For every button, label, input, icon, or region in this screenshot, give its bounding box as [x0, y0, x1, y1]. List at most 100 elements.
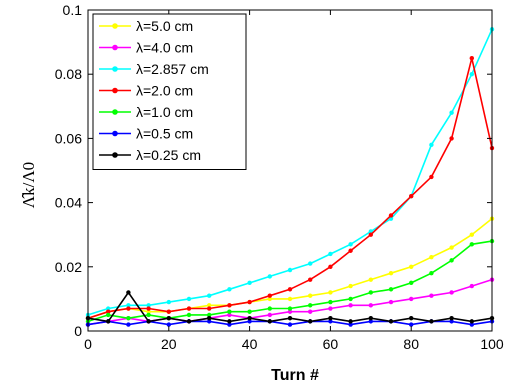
y-tick-label: 0.04: [55, 195, 82, 211]
data-point: [328, 299, 333, 305]
data-point: [388, 271, 394, 276]
data-point: [126, 322, 131, 327]
series-4: [85, 238, 495, 324]
data-point: [207, 319, 212, 324]
data-point: [207, 312, 212, 318]
data-point: [368, 319, 373, 324]
data-point: [166, 309, 171, 314]
legend-label: λ=0.5 cm: [136, 126, 193, 142]
x-tick-label: 60: [323, 336, 339, 352]
plot-marks: [85, 27, 495, 327]
legend-label: λ=2.857 cm: [136, 61, 209, 77]
data-point: [429, 293, 434, 298]
data-point: [429, 254, 434, 260]
data-point: [348, 296, 353, 302]
data-point: [409, 193, 414, 199]
data-point: [227, 319, 232, 324]
data-point: [247, 299, 252, 305]
data-point: [166, 322, 171, 327]
data-point: [328, 264, 333, 269]
data-point: [308, 293, 313, 298]
legend-label: λ=5.0 cm: [136, 18, 193, 34]
data-point: [348, 322, 353, 327]
data-point: [388, 299, 394, 305]
data-point: [287, 306, 293, 311]
data-point: [186, 312, 192, 318]
legend-box: [92, 13, 247, 170]
legend-swatch-marker: [112, 87, 118, 94]
legend-swatch-marker: [112, 23, 118, 29]
data-point: [388, 213, 394, 218]
data-point: [429, 174, 434, 180]
data-point: [469, 55, 474, 61]
data-point: [308, 277, 313, 282]
data-point: [227, 303, 232, 308]
data-point: [146, 312, 151, 318]
data-point: [388, 319, 394, 324]
legend-entry: λ=1.0 cm: [99, 104, 193, 120]
data-point: [388, 287, 394, 292]
data-point: [348, 319, 353, 324]
data-point: [328, 315, 333, 321]
data-point: [308, 261, 313, 266]
x-tick-label: 40: [242, 336, 258, 352]
data-point: [348, 303, 353, 308]
data-point: [429, 319, 434, 324]
legend-swatch-marker: [112, 109, 118, 115]
data-point: [227, 312, 232, 318]
data-point: [146, 303, 151, 308]
data-point: [469, 319, 474, 324]
x-tick-label: 0: [84, 336, 92, 352]
data-point: [146, 306, 151, 311]
data-point: [287, 287, 293, 292]
legend-swatch-marker: [112, 44, 118, 51]
data-point: [247, 309, 252, 314]
legend-entry: λ=5.0 cm: [99, 18, 193, 34]
data-point: [126, 290, 131, 295]
data-point: [126, 306, 131, 311]
legend-swatch-marker: [112, 130, 118, 137]
legend-label: λ=2.0 cm: [136, 83, 193, 99]
data-point: [166, 299, 171, 305]
x-tick-label: 80: [403, 336, 419, 352]
series-6: [85, 290, 495, 324]
y-tick-label: 0.08: [55, 66, 82, 82]
data-point: [287, 322, 293, 327]
legend-swatch-marker: [112, 66, 118, 72]
data-point: [106, 306, 111, 311]
x-tick-label: 100: [480, 336, 504, 352]
legend-swatch-marker: [112, 152, 118, 158]
legend-entry: λ=2.0 cm: [99, 83, 193, 99]
data-point: [267, 293, 272, 298]
legend-entry: λ=0.25 cm: [99, 147, 201, 163]
data-point: [409, 315, 414, 321]
data-point: [186, 296, 192, 302]
data-point: [368, 315, 373, 321]
data-point: [449, 258, 454, 263]
data-point: [449, 315, 454, 321]
data-point: [207, 315, 212, 321]
data-point: [469, 322, 474, 327]
legend-label: λ=4.0 cm: [136, 40, 193, 56]
data-point: [126, 303, 131, 308]
data-point: [409, 280, 414, 286]
legend-entry: λ=4.0 cm: [99, 40, 193, 56]
data-point: [409, 264, 414, 269]
data-point: [368, 277, 373, 282]
data-point: [348, 283, 353, 289]
data-point: [267, 312, 272, 318]
data-point: [106, 319, 111, 324]
data-point: [328, 290, 333, 295]
data-point: [348, 248, 353, 253]
y-tick-label: 0: [74, 323, 82, 339]
axes: 0 20 40 60 80 100 0 0.02 0.04 0.06 0.08 0.1: [55, 2, 504, 352]
series-2: [85, 27, 495, 318]
data-point: [449, 110, 454, 115]
data-point: [106, 309, 111, 314]
data-point: [267, 274, 272, 279]
data-point: [368, 232, 373, 237]
data-point: [449, 290, 454, 295]
data-point: [409, 296, 414, 302]
data-point: [429, 271, 434, 276]
